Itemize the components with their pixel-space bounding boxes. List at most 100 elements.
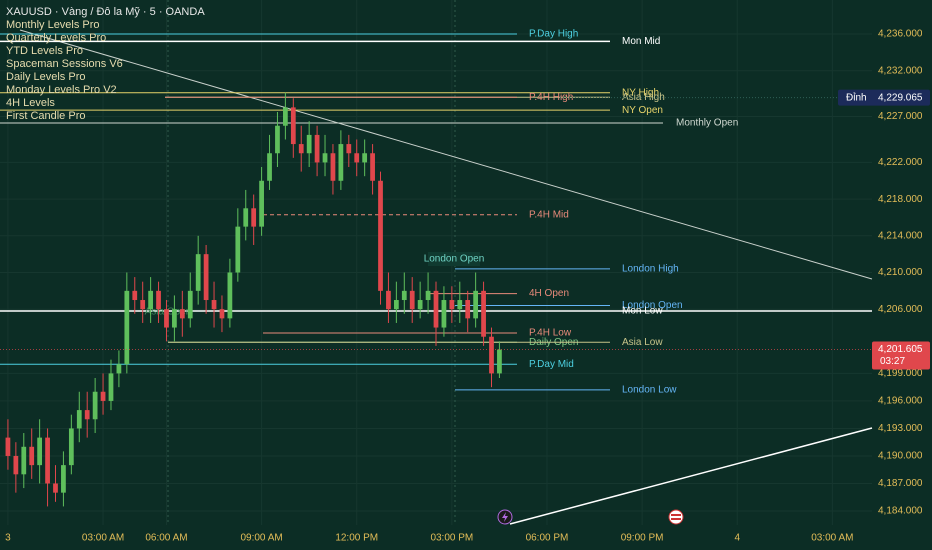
candle-body xyxy=(481,290,486,337)
level-label: P.4H High xyxy=(529,92,573,103)
candle-body xyxy=(179,309,185,319)
x-tick-label: 12:00 PM xyxy=(335,533,378,544)
y-tick-label: 4,214.000 xyxy=(878,230,923,241)
indicator-name: 4H Levels xyxy=(6,97,55,109)
candle-body xyxy=(13,455,19,475)
x-tick-label: 06:00 PM xyxy=(526,533,569,544)
candle-body xyxy=(29,446,35,466)
level-label: P.4H Low xyxy=(529,328,572,339)
candle-body xyxy=(259,180,264,227)
indicator-name: Daily Levels Pro xyxy=(6,71,85,83)
level-label: London High xyxy=(622,263,679,274)
candle-body xyxy=(5,437,11,456)
candle-body xyxy=(322,153,328,163)
candle-body xyxy=(187,290,193,319)
candle-body xyxy=(132,290,138,301)
candle-body xyxy=(306,134,312,154)
level-label: Asia High xyxy=(622,92,665,103)
level-label: P.4H Mid xyxy=(529,209,569,220)
symbol-title: XAUUSD · Vàng / Đô la Mỹ · 5 · OANDA xyxy=(6,6,205,18)
session-box xyxy=(428,252,480,266)
level-label: London Low xyxy=(622,385,677,396)
level-label: NY High xyxy=(622,87,659,98)
candle-body xyxy=(330,153,336,181)
candle-body xyxy=(338,144,344,181)
last-price-box xyxy=(872,341,930,370)
y-tick-label: 4,210.000 xyxy=(878,267,923,278)
candle-body xyxy=(172,309,177,328)
candle-body xyxy=(393,300,399,310)
y-tick-label: 4,184.000 xyxy=(878,506,923,517)
x-tick-label: 03:00 AM xyxy=(811,533,853,544)
indicator-name: Quarterly Levels Pro xyxy=(6,32,106,44)
high-marker-price: 4,229.065 xyxy=(878,92,923,103)
level-label: P.Day Mid xyxy=(529,359,574,370)
y-tick-label: 4,196.000 xyxy=(878,396,923,407)
candle-body xyxy=(346,144,352,154)
x-tick-label: 03:00 AM xyxy=(82,533,124,544)
flag-icon[interactable] xyxy=(668,509,684,525)
level-label: Monthly Open xyxy=(676,118,738,129)
flag-stripe xyxy=(671,518,681,520)
candle-body xyxy=(76,410,82,429)
flag-stripe xyxy=(671,514,681,516)
candle-body xyxy=(45,437,50,484)
candle-body xyxy=(219,309,225,319)
candle-body xyxy=(235,226,241,273)
y-tick-label: 4,206.000 xyxy=(878,304,923,315)
level-label: Asia Low xyxy=(622,337,663,348)
candle-body xyxy=(433,290,439,328)
candle-body xyxy=(116,364,122,374)
candle-body xyxy=(283,107,288,126)
high-marker-box xyxy=(838,89,930,106)
y-tick-label: 4,227.000 xyxy=(878,111,923,122)
high-marker-label: Đỉnh xyxy=(846,91,867,103)
candle-body xyxy=(457,300,463,310)
indicator-name: Monthly Levels Pro xyxy=(6,19,100,31)
level-label: P.Day High xyxy=(529,29,578,40)
candle-body xyxy=(441,300,447,328)
candle-body xyxy=(370,153,375,181)
candle-body xyxy=(243,208,249,227)
indicator-name: YTD Levels Pro xyxy=(6,45,83,57)
y-tick-label: 4,236.000 xyxy=(878,29,923,40)
level-label: London Open xyxy=(622,300,683,311)
y-tick-label: 4,232.000 xyxy=(878,65,923,76)
candle-body xyxy=(124,290,130,365)
candle-body xyxy=(92,391,98,420)
candle-body xyxy=(267,153,272,181)
lightning-icon xyxy=(502,512,508,522)
candle-body xyxy=(211,300,217,310)
candle-body xyxy=(108,373,114,401)
candle-body xyxy=(497,349,502,374)
candle-body xyxy=(21,446,27,475)
last-price-label: 4,201.605 xyxy=(878,344,923,355)
candle-body xyxy=(100,391,106,401)
candle-body xyxy=(251,208,257,227)
candle-body xyxy=(449,300,455,310)
candle-body xyxy=(53,483,58,493)
x-tick-label: 09:00 PM xyxy=(621,533,664,544)
x-tick-label: 06:00 AM xyxy=(145,533,187,544)
candle-body xyxy=(195,254,201,291)
level-label: Mon Low xyxy=(622,306,663,317)
candle-body xyxy=(465,300,471,319)
trend-line xyxy=(509,427,873,525)
indicator-name: First Candle Pro xyxy=(6,110,85,122)
x-tick-label: 3 xyxy=(5,533,11,544)
candle-body xyxy=(314,134,320,163)
indicator-name: Spaceman Sessions V6 xyxy=(6,58,123,70)
candle-body xyxy=(290,107,296,145)
candle-body xyxy=(203,254,209,301)
y-tick-label: 4,187.000 xyxy=(878,478,923,489)
candle-body xyxy=(489,336,494,374)
level-label: NY Open xyxy=(622,105,663,116)
candle-body xyxy=(61,465,66,493)
y-tick-label: 4,218.000 xyxy=(878,194,923,205)
candle-body xyxy=(401,290,407,301)
y-tick-label: 4,222.000 xyxy=(878,157,923,168)
y-tick-label: 4,190.000 xyxy=(878,451,923,462)
candle-body xyxy=(84,410,90,420)
